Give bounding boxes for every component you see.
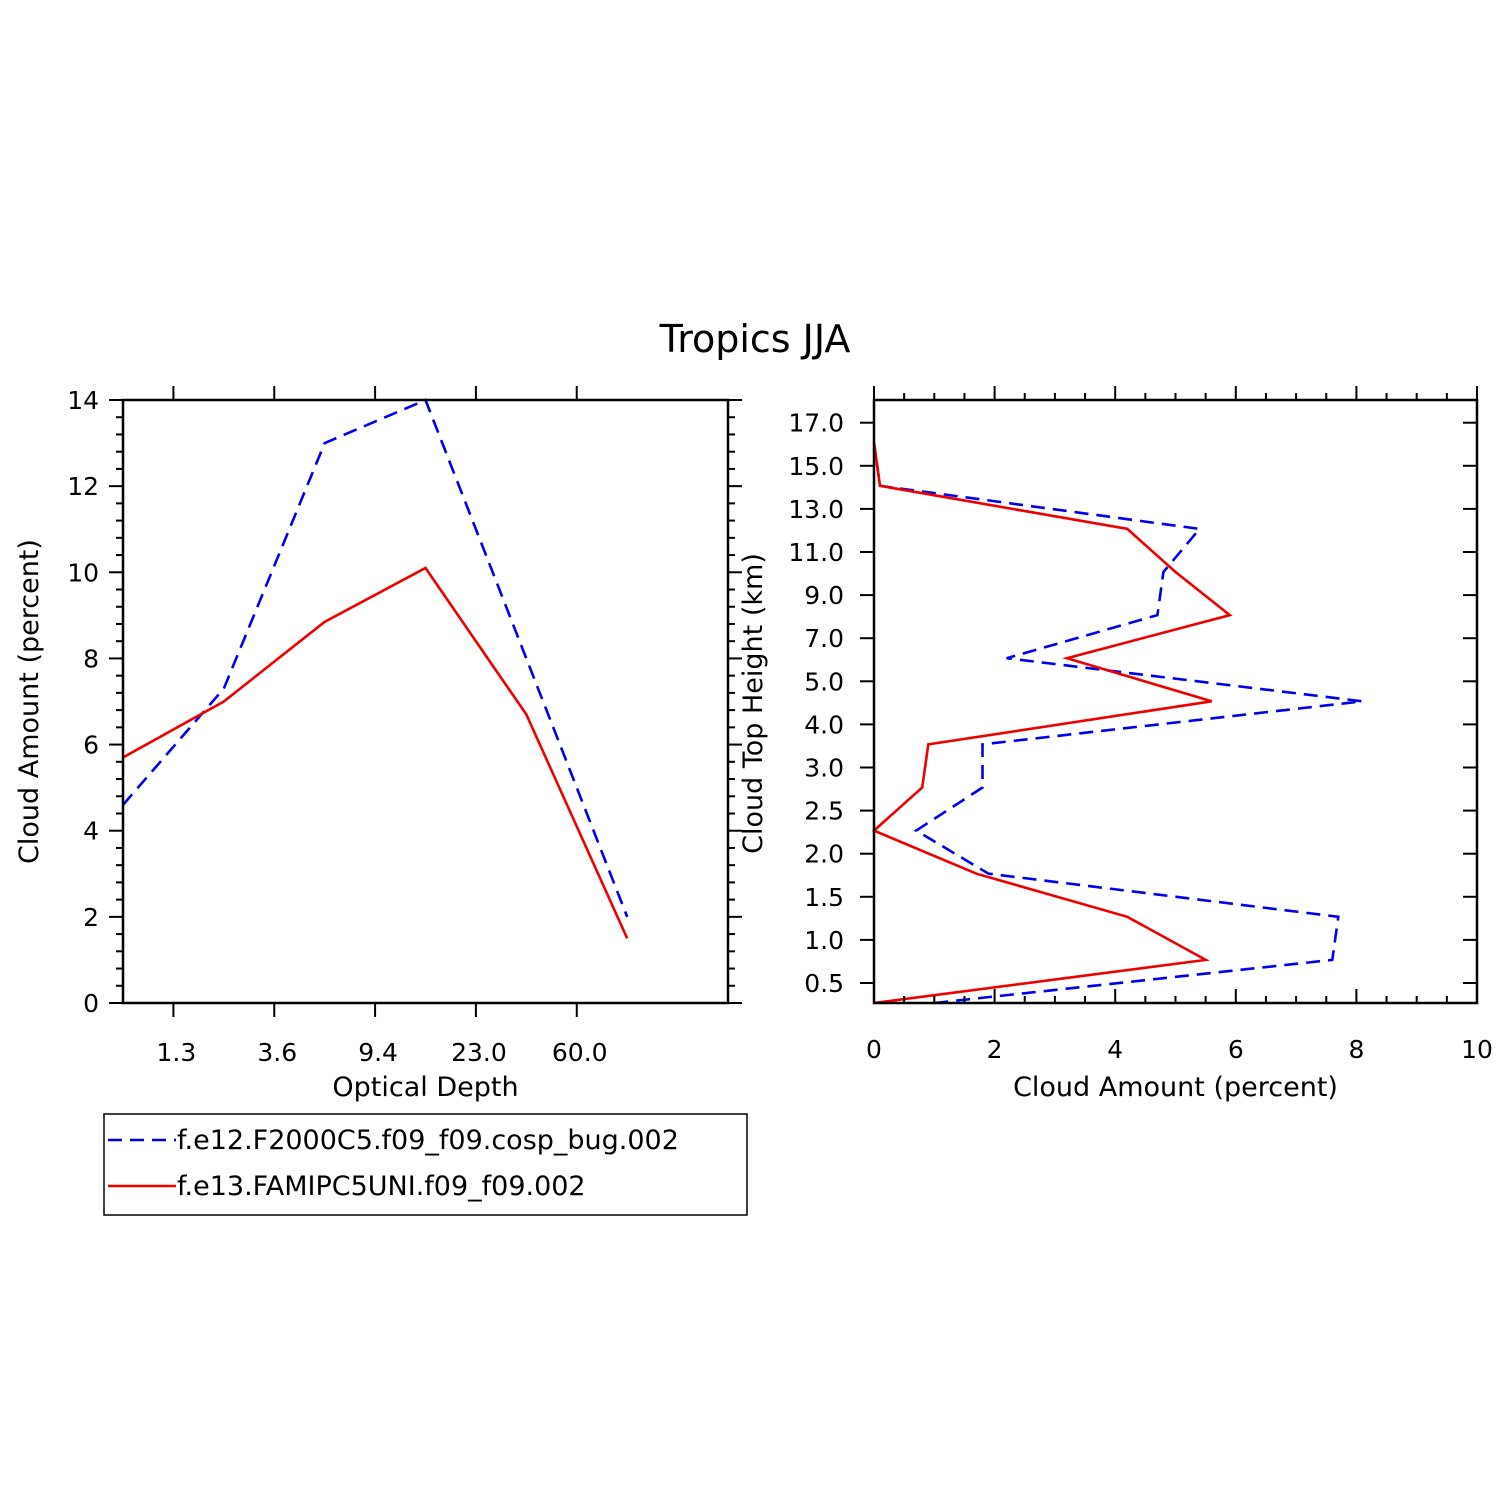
right-y-tick-label: 5.0 xyxy=(804,667,844,696)
right-y-tick-label: 17.0 xyxy=(788,409,844,438)
right-x-tick-label: 6 xyxy=(1228,1035,1244,1064)
right-y-axis-label: Cloud Top Height (km) xyxy=(738,553,769,854)
right-series-2-line xyxy=(871,442,1233,1005)
right-x-tick-label: 4 xyxy=(1107,1035,1123,1064)
legend-box xyxy=(103,1113,748,1216)
cloud-top-height-panel: 0 2 4 6 8 10 0.5 1.0 1.5 2.0 2.5 3.0 4.0 5.0 7.0 9.0 11.… xyxy=(738,386,1493,1103)
left-y-tick-label: 6 xyxy=(83,731,99,760)
left-x-tick-label: 9.4 xyxy=(358,1038,398,1067)
right-y-tick-label: 0.5 xyxy=(804,969,844,998)
right-y-tick-label: 15.0 xyxy=(788,452,844,481)
right-x-axis-label: Cloud Amount (percent) xyxy=(1013,1072,1338,1103)
left-y-tick-label: 2 xyxy=(83,903,99,932)
right-y-tick-label: 13.0 xyxy=(788,495,844,524)
left-x-tick-label: 60.0 xyxy=(552,1038,608,1067)
right-y-tick-label: 4.0 xyxy=(804,710,844,739)
left-y-tick-label: 4 xyxy=(83,817,99,846)
right-y-tick-label: 11.0 xyxy=(788,538,844,567)
left-y-axis-label: Cloud Amount (percent) xyxy=(14,539,45,864)
figure-title: Tropics JJA xyxy=(659,317,851,361)
right-plot-frame xyxy=(872,398,1479,1005)
legend-label-1: f.e12.F2000C5.f09_f09.cosp_bug.002 xyxy=(177,1125,679,1156)
right-y-tick-label: 9.0 xyxy=(804,581,844,610)
left-y-tick-label: 0 xyxy=(83,989,99,1018)
right-y-tick-label: 3.0 xyxy=(804,754,844,783)
left-series-1-line xyxy=(122,398,629,918)
left-x-axis-label: Optical Depth xyxy=(332,1072,518,1103)
left-x-tick-label: 3.6 xyxy=(257,1038,297,1067)
left-y-tick-label: 8 xyxy=(83,644,99,673)
left-x-tick-label: 1.3 xyxy=(157,1038,197,1067)
right-y-tick-label: 1.0 xyxy=(804,926,844,955)
left-plot-frame xyxy=(121,398,730,1005)
right-y-tick-label: 2.5 xyxy=(804,797,844,826)
right-x-tick-label: 8 xyxy=(1348,1035,1364,1064)
legend: f.e12.F2000C5.f09_f09.cosp_bug.002 f.e13… xyxy=(103,1113,748,1216)
left-x-tick-label: 23.0 xyxy=(451,1038,507,1067)
right-series-1-line xyxy=(872,442,1363,1005)
legend-label-2: f.e13.FAMIPC5UNI.f09_f09.002 xyxy=(177,1171,586,1202)
right-y-tick-label: 7.0 xyxy=(804,624,844,653)
right-y-tick-label: 1.5 xyxy=(804,883,844,912)
left-y-tick-label: 10 xyxy=(67,558,99,587)
right-x-tick-label: 2 xyxy=(987,1035,1003,1064)
right-x-tick-label: 0 xyxy=(866,1035,882,1064)
left-series-2-line xyxy=(122,566,629,939)
optical-depth-panel: 0 2 4 6 8 10 12 14 1.3 3.6 9.4 23.0 60.0 Optical Dept… xyxy=(14,386,742,1103)
right-x-tick-label: 10 xyxy=(1461,1035,1493,1064)
left-y-tick-label: 12 xyxy=(67,472,99,501)
left-y-tick-label: 14 xyxy=(67,386,99,415)
right-y-tick-label: 2.0 xyxy=(804,840,844,869)
